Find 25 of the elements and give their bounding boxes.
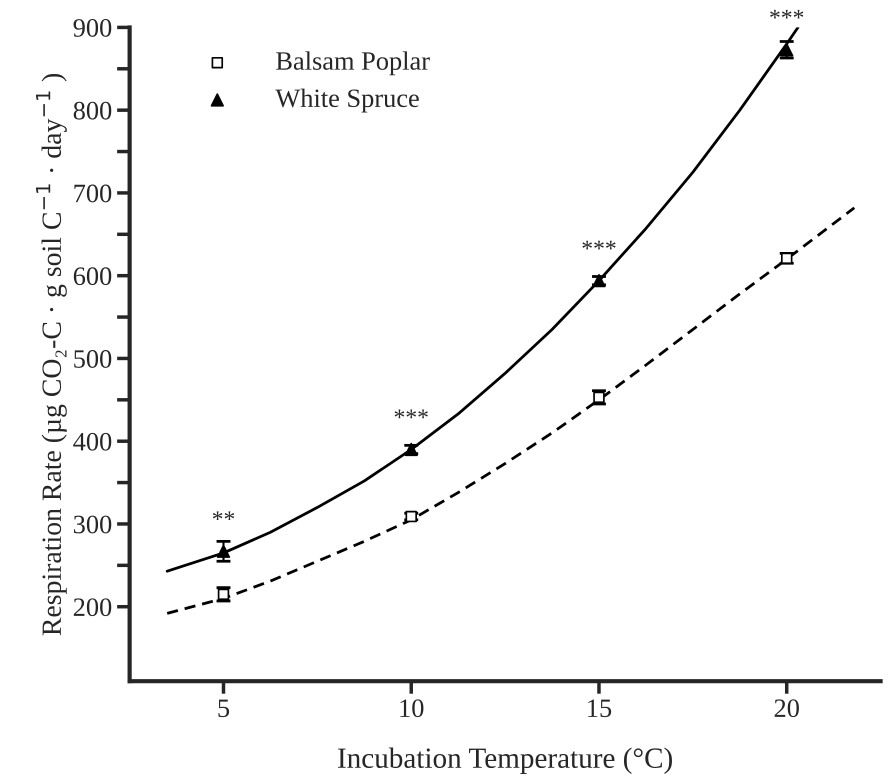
annotation: ***	[770, 10, 804, 18]
x-tick-label: 10	[400, 699, 424, 718]
y-tick-label: 700	[74, 184, 112, 202]
legend-label: White Spruce	[275, 88, 419, 113]
y-tick-label: 600	[74, 267, 112, 286]
annotation: ***	[582, 240, 616, 250]
point	[780, 43, 794, 56]
line-series	[166, 27, 800, 573]
x-axis-title: Incubation Temperature (°C)	[338, 748, 672, 774]
y-axis-title: Respiration Rate (µg CO₂-C · g soil C$^{−1}$ · day$^{−1}$ )	[36, 74, 67, 636]
x-tick-label: 5	[218, 700, 230, 718]
x-tick-label: 20	[774, 699, 799, 718]
y-tick-label: 900	[74, 19, 112, 37]
point	[216, 544, 230, 558]
annotation: ***	[394, 410, 428, 418]
y-tick-label: 800	[74, 102, 112, 120]
annotation: **	[212, 511, 234, 520]
point	[405, 510, 417, 522]
y-tick-label: 300	[74, 516, 112, 534]
y-tick-label: 500	[74, 350, 112, 368]
x-tick-label: 15	[588, 699, 612, 718]
legend-label: Balsam Poplar	[276, 51, 430, 76]
y-tick-label: 400	[73, 432, 112, 451]
y-tick-label: 200	[74, 598, 112, 616]
line-series	[166, 206, 856, 615]
